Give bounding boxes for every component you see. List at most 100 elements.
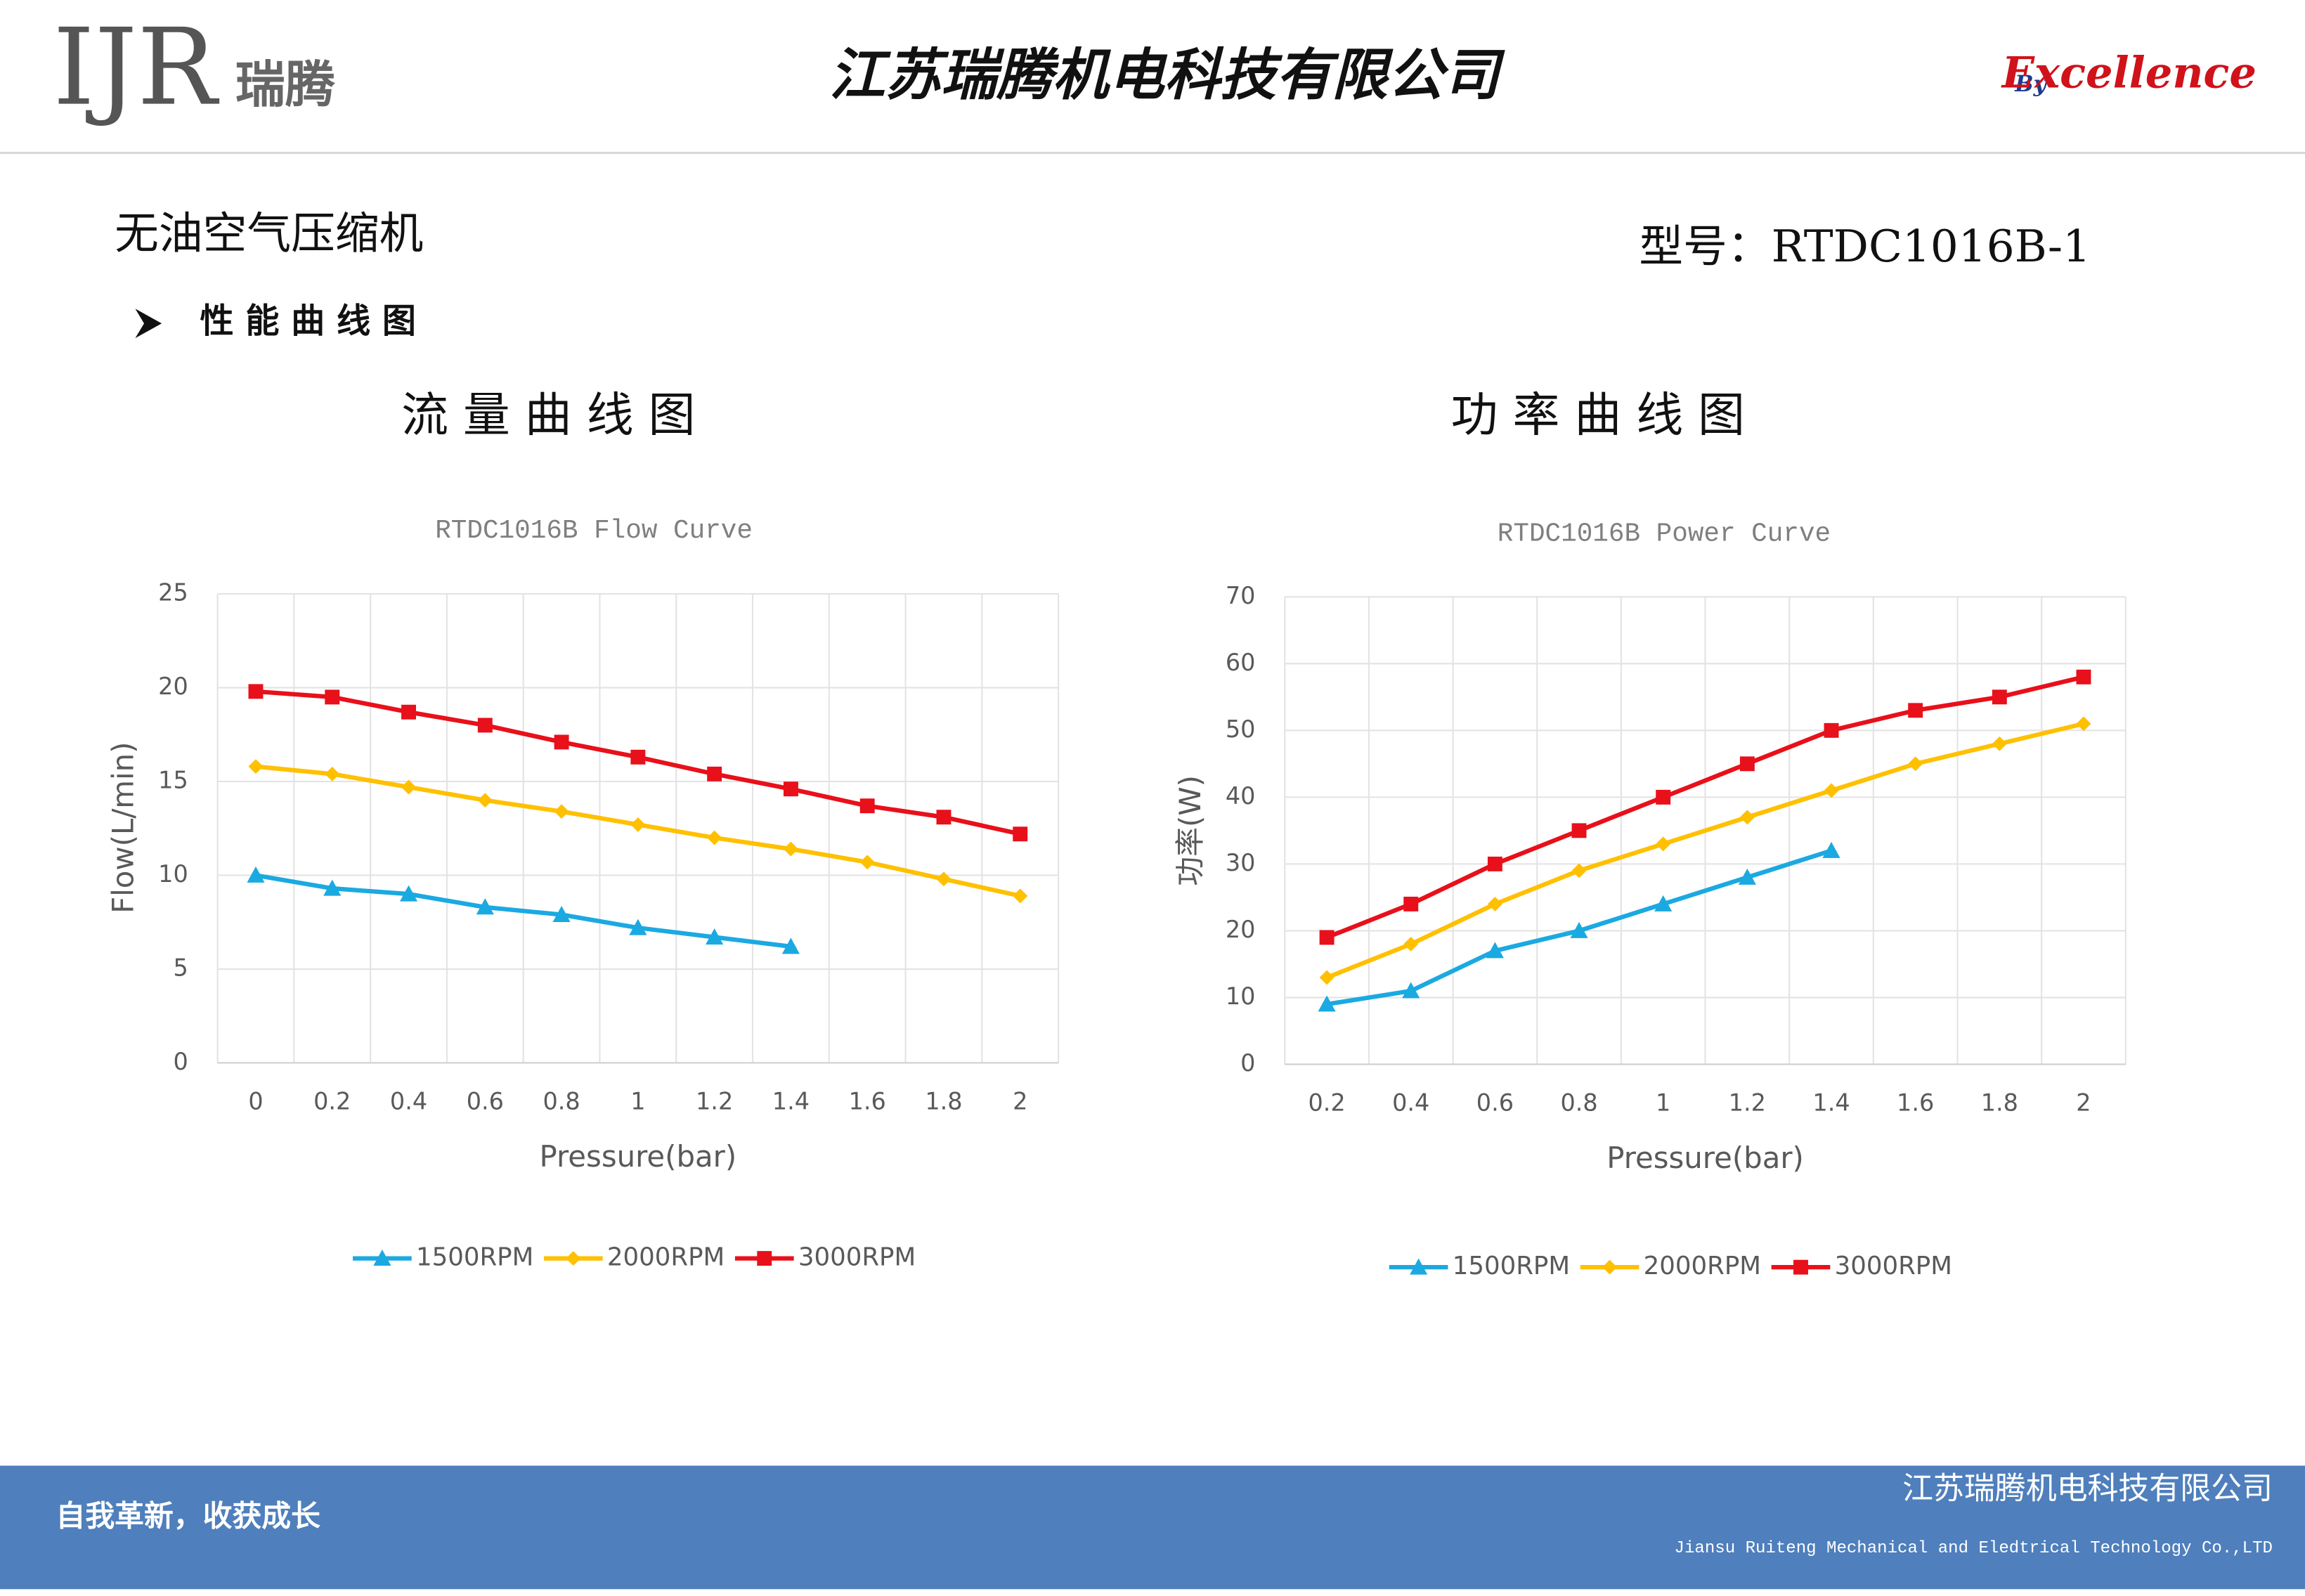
marker bbox=[1319, 930, 1335, 945]
footer-company: 江苏瑞腾机电科技有限公司 bbox=[1902, 1471, 2273, 1507]
marker bbox=[247, 866, 265, 883]
y-tick-label: 40 bbox=[1226, 782, 1256, 810]
marker bbox=[1487, 856, 1502, 871]
x-tick-label: 1.6 bbox=[1897, 1089, 1934, 1116]
marker bbox=[554, 804, 569, 819]
x-tick-label: 0.4 bbox=[390, 1087, 427, 1115]
marker bbox=[1824, 783, 1839, 798]
marker bbox=[781, 938, 800, 954]
marker bbox=[477, 718, 493, 733]
y-tick-label: 50 bbox=[1226, 715, 1256, 743]
marker bbox=[477, 793, 493, 808]
y-tick-label: 25 bbox=[158, 579, 188, 606]
marker bbox=[1739, 810, 1755, 825]
y-tick-label: 0 bbox=[173, 1048, 188, 1075]
marker bbox=[1571, 823, 1587, 838]
marker bbox=[1402, 982, 1420, 999]
x-tick-label: 1.8 bbox=[925, 1087, 962, 1115]
legend-marker bbox=[1410, 1258, 1428, 1275]
x-tick-label: 2 bbox=[1013, 1087, 1027, 1115]
legend-marker bbox=[757, 1251, 772, 1266]
marker bbox=[325, 689, 340, 705]
x-tick-label: 1.4 bbox=[772, 1087, 810, 1115]
x-tick-label: 0.2 bbox=[313, 1087, 351, 1115]
marker bbox=[936, 810, 952, 825]
marker bbox=[707, 830, 722, 845]
marker bbox=[1013, 888, 1028, 904]
x-tick-label: 1.8 bbox=[1981, 1089, 2018, 1116]
y-tick-label: 10 bbox=[158, 860, 188, 888]
x-tick-label: 0.2 bbox=[1308, 1089, 1345, 1116]
y-tick-label: 10 bbox=[1226, 982, 1256, 1010]
marker bbox=[476, 898, 494, 915]
marker bbox=[399, 885, 418, 902]
marker bbox=[1403, 936, 1419, 952]
marker bbox=[1013, 826, 1028, 842]
legend-label: 2000RPM bbox=[607, 1243, 725, 1272]
marker bbox=[1487, 896, 1502, 911]
marker bbox=[1739, 756, 1755, 772]
marker bbox=[630, 749, 646, 765]
marker bbox=[859, 855, 875, 870]
y-tick-label: 70 bbox=[1226, 582, 1256, 609]
logo-mark: IJR bbox=[53, 6, 219, 129]
slogan: Excellence bbox=[2001, 48, 2257, 98]
marker bbox=[554, 734, 569, 750]
series-line bbox=[255, 873, 791, 949]
y-axis-label: 功率(W) bbox=[1173, 775, 1207, 886]
footer-company-en: Jiansu Ruiteng Mechanical and Eledtrical… bbox=[1675, 1539, 2273, 1558]
legend-label: 2000RPM bbox=[1644, 1252, 1761, 1280]
x-tick-label: 0.4 bbox=[1392, 1089, 1429, 1116]
chart-title: RTDC1016B Flow Curve bbox=[435, 517, 753, 546]
marker bbox=[629, 919, 647, 935]
x-tick-label: 0.8 bbox=[543, 1087, 580, 1115]
marker bbox=[1486, 942, 1504, 959]
y-tick-label: 15 bbox=[158, 767, 188, 794]
legend-marker bbox=[373, 1250, 391, 1266]
marker bbox=[552, 905, 571, 922]
series-line bbox=[1325, 675, 2084, 940]
marker bbox=[1318, 995, 1336, 1012]
chart-heading: 功率曲线图 bbox=[1451, 388, 1760, 443]
marker bbox=[1908, 703, 1923, 718]
marker bbox=[401, 704, 416, 720]
marker bbox=[1992, 689, 2007, 705]
x-tick-label: 1.6 bbox=[849, 1087, 886, 1115]
series-line bbox=[1325, 721, 2084, 980]
x-tick-label: 2 bbox=[2076, 1089, 2091, 1116]
x-tick-label: 1.2 bbox=[1729, 1089, 1766, 1116]
x-tick-label: 1 bbox=[630, 1087, 645, 1115]
marker bbox=[1738, 868, 1756, 885]
marker bbox=[707, 766, 722, 781]
y-axis-label: Flow(L/min) bbox=[105, 741, 140, 913]
marker bbox=[2076, 669, 2091, 685]
marker bbox=[1656, 836, 1671, 852]
marker bbox=[1319, 970, 1335, 985]
marker bbox=[248, 684, 264, 699]
legend-label: 1500RPM bbox=[1453, 1252, 1570, 1280]
marker bbox=[630, 817, 646, 832]
y-tick-label: 60 bbox=[1226, 649, 1256, 676]
x-tick-label: 1.2 bbox=[696, 1087, 733, 1115]
x-axis-label: Pressure(bar) bbox=[1606, 1141, 1804, 1175]
y-tick-label: 5 bbox=[173, 954, 188, 981]
marker bbox=[1822, 841, 1840, 858]
x-tick-label: 0.6 bbox=[467, 1087, 504, 1115]
marker bbox=[248, 759, 264, 774]
marker bbox=[1654, 895, 1673, 911]
y-tick-label: 30 bbox=[1226, 849, 1256, 876]
x-tick-label: 0.6 bbox=[1476, 1089, 1514, 1116]
x-tick-label: 1 bbox=[1656, 1089, 1670, 1116]
y-tick-label: 20 bbox=[158, 673, 188, 700]
legend-label: 1500RPM bbox=[416, 1243, 533, 1272]
company-title: 江苏瑞腾机电科技有限公司 bbox=[829, 41, 1505, 108]
marker bbox=[401, 779, 416, 795]
marker bbox=[1570, 921, 1588, 938]
marker bbox=[1571, 863, 1587, 878]
footer-motto: 自我革新，收获成长 bbox=[56, 1498, 320, 1533]
marker bbox=[783, 781, 798, 797]
chart-title: RTDC1016B Power Curve bbox=[1498, 519, 1831, 549]
logo-text: 瑞腾 bbox=[235, 56, 336, 114]
